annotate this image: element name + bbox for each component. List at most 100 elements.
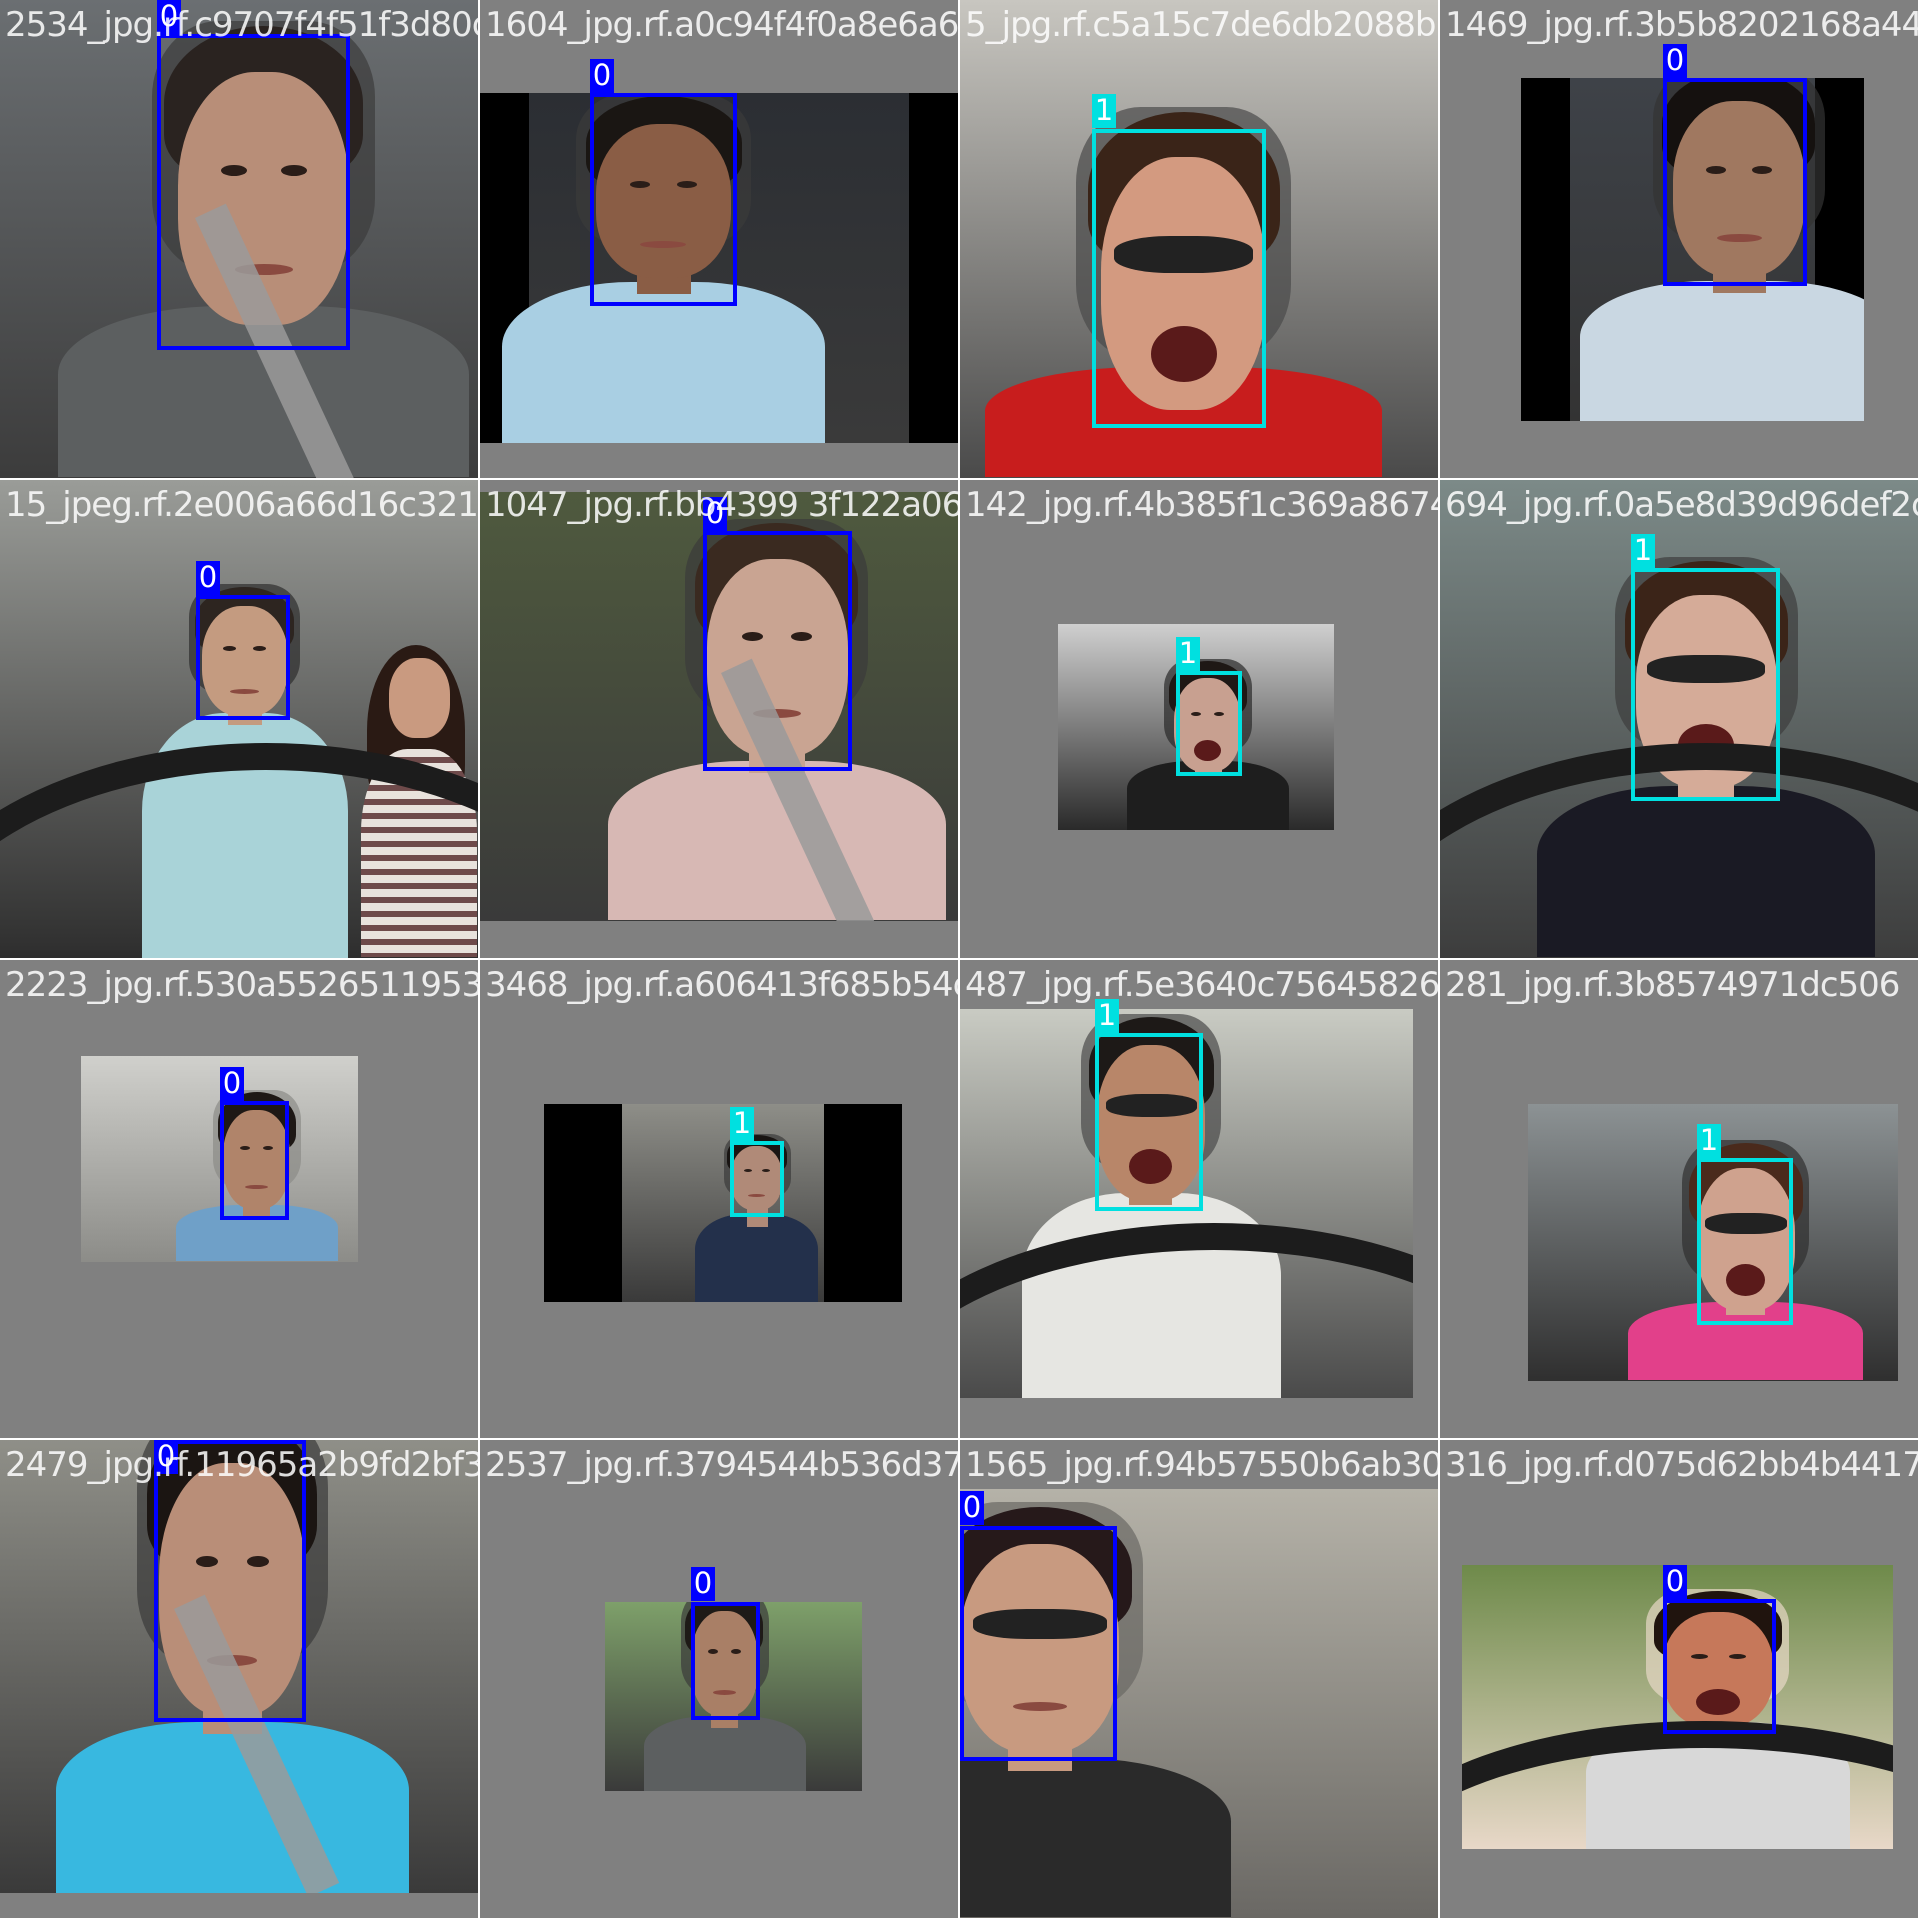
eye: [281, 165, 307, 176]
face-bounding-box: [1095, 1033, 1203, 1211]
driver-photo: [605, 1602, 862, 1791]
open-mouth: [1696, 1689, 1740, 1715]
driver-torso: [1628, 1302, 1863, 1380]
face-bounding-box: [196, 595, 290, 720]
image-filename: 487_jpg.rf.5e3640c756458269: [965, 965, 1438, 1005]
letterbox-right: [824, 1104, 902, 1302]
driver-face: [1101, 157, 1266, 410]
class-label: 0: [196, 561, 220, 595]
driver-torso: [695, 1214, 818, 1302]
image-filename: 2479_jpg.rf.11965a2b9fd2bf3: [5, 1445, 478, 1485]
class-label: 0: [154, 1440, 178, 1474]
class-label: 1: [1092, 94, 1116, 128]
eye: [762, 1169, 770, 1172]
driver-face: [1673, 101, 1805, 277]
open-mouth: [1726, 1264, 1765, 1296]
driver-face: [731, 1146, 782, 1210]
eye: [677, 181, 697, 188]
eye: [1214, 712, 1224, 716]
eye: [630, 181, 650, 188]
driver-face: [691, 1611, 758, 1716]
face-bounding-box: [960, 1526, 1117, 1761]
class-label: 0: [157, 0, 181, 34]
face-bounding-box: [220, 1101, 289, 1220]
mosaic-tile: 0 2223_jpg.rf.530a5526511953468: [0, 960, 478, 1438]
face-bounding-box: [590, 93, 737, 306]
letterbox-right: [909, 93, 958, 443]
image-filename: 1047_jpg.rf.bb4399 3f122a06fa46: [485, 485, 958, 525]
mosaic-tile: 1 3468_jpg.rf.a606413f685b54c48: [480, 960, 958, 1438]
image-filename: 5_jpg.rf.c5a15c7de6db2088b749: [965, 5, 1438, 45]
driver-photo: [960, 1009, 1413, 1398]
face-bounding-box: [703, 531, 852, 771]
class-label: 0: [220, 1067, 244, 1101]
mosaic-tile: 0 316_jpg.rf.d075d62bb4b4417: [1440, 1440, 1918, 1918]
eye: [708, 1649, 718, 1654]
mosaic-tile: 0 2537_jpg.rf.3794544b536d370: [480, 1440, 958, 1918]
mosaic-tile: 1 487_jpg.rf.5e3640c756458269: [960, 960, 1438, 1438]
image-filename: 142_jpg.rf.4b385f1c369a867469: [965, 485, 1438, 525]
sunglasses: [1106, 1094, 1197, 1117]
driver-face: [1097, 1045, 1205, 1201]
eye: [253, 646, 266, 651]
driver-photo: [1462, 1565, 1893, 1849]
passenger-face: [389, 658, 450, 738]
face-bounding-box: [1663, 1599, 1776, 1734]
image-filename: 1604_jpg.rf.a0c94f4f0a8e6a6a6205: [485, 5, 958, 45]
driver-photo: [0, 0, 478, 478]
sunglasses: [973, 1609, 1107, 1639]
eye: [223, 646, 236, 651]
steering-wheel: [0, 743, 478, 958]
mosaic-tile: 0 15_jpeg.rf.2e006a66d16c3211754: [0, 480, 478, 958]
class-label: 1: [1095, 999, 1119, 1033]
eye: [1729, 1654, 1746, 1659]
eye: [744, 1169, 752, 1172]
face-bounding-box: [154, 1440, 306, 1722]
open-mouth: [1129, 1149, 1172, 1184]
class-label: 0: [691, 1567, 715, 1601]
eye: [1706, 166, 1726, 174]
class-label: 0: [1663, 44, 1687, 78]
image-filename: 1469_jpg.rf.3b5b8202168a440de: [1445, 5, 1918, 45]
driver-torso: [56, 1722, 409, 1893]
mouth: [748, 1194, 765, 1197]
driver-face: [223, 1110, 290, 1209]
eye: [196, 1556, 218, 1567]
face-bounding-box: [1631, 568, 1780, 801]
driver-face: [596, 124, 731, 278]
image-filename: 316_jpg.rf.d075d62bb4b4417: [1445, 1445, 1918, 1485]
class-label: 1: [1631, 534, 1655, 568]
driver-photo: [480, 492, 958, 921]
mosaic-tile: 0 1565_jpg.rf.94b57550b6ab30: [960, 1440, 1438, 1918]
mosaic-tile: 0 1604_jpg.rf.a0c94f4f0a8e6a6a6205: [480, 0, 958, 478]
mouth: [1013, 1702, 1067, 1711]
driver-torso: [960, 1758, 1231, 1917]
mosaic-tile: 1 281_jpg.rf.3b8574971dc506: [1440, 960, 1918, 1438]
letterbox-left: [544, 1104, 622, 1302]
face-bounding-box: [157, 34, 350, 350]
image-filename: 3468_jpg.rf.a606413f685b54c48: [485, 965, 958, 1005]
driver-torso: [644, 1716, 806, 1791]
class-label: 0: [590, 59, 614, 93]
driver-face: [178, 72, 349, 325]
mouth: [230, 689, 259, 694]
face-bounding-box: [1697, 1158, 1793, 1325]
mouth: [1717, 234, 1762, 242]
eye: [1691, 1654, 1708, 1659]
image-filename: 2534_jpg.rf.c9707f4f51f3d80d58: [5, 5, 478, 45]
sunglasses: [1647, 655, 1765, 683]
class-label: 1: [1697, 1124, 1721, 1158]
sunglasses: [1705, 1213, 1787, 1234]
driver-torso: [502, 282, 825, 443]
mouth: [640, 241, 686, 248]
mosaic-tile: 1 142_jpg.rf.4b385f1c369a867469: [960, 480, 1438, 958]
driver-photo: [544, 1104, 902, 1302]
mouth: [235, 264, 293, 275]
eye: [1752, 166, 1772, 174]
image-filename: 281_jpg.rf.3b8574971dc506: [1445, 965, 1900, 1005]
class-label: 1: [1176, 637, 1200, 671]
